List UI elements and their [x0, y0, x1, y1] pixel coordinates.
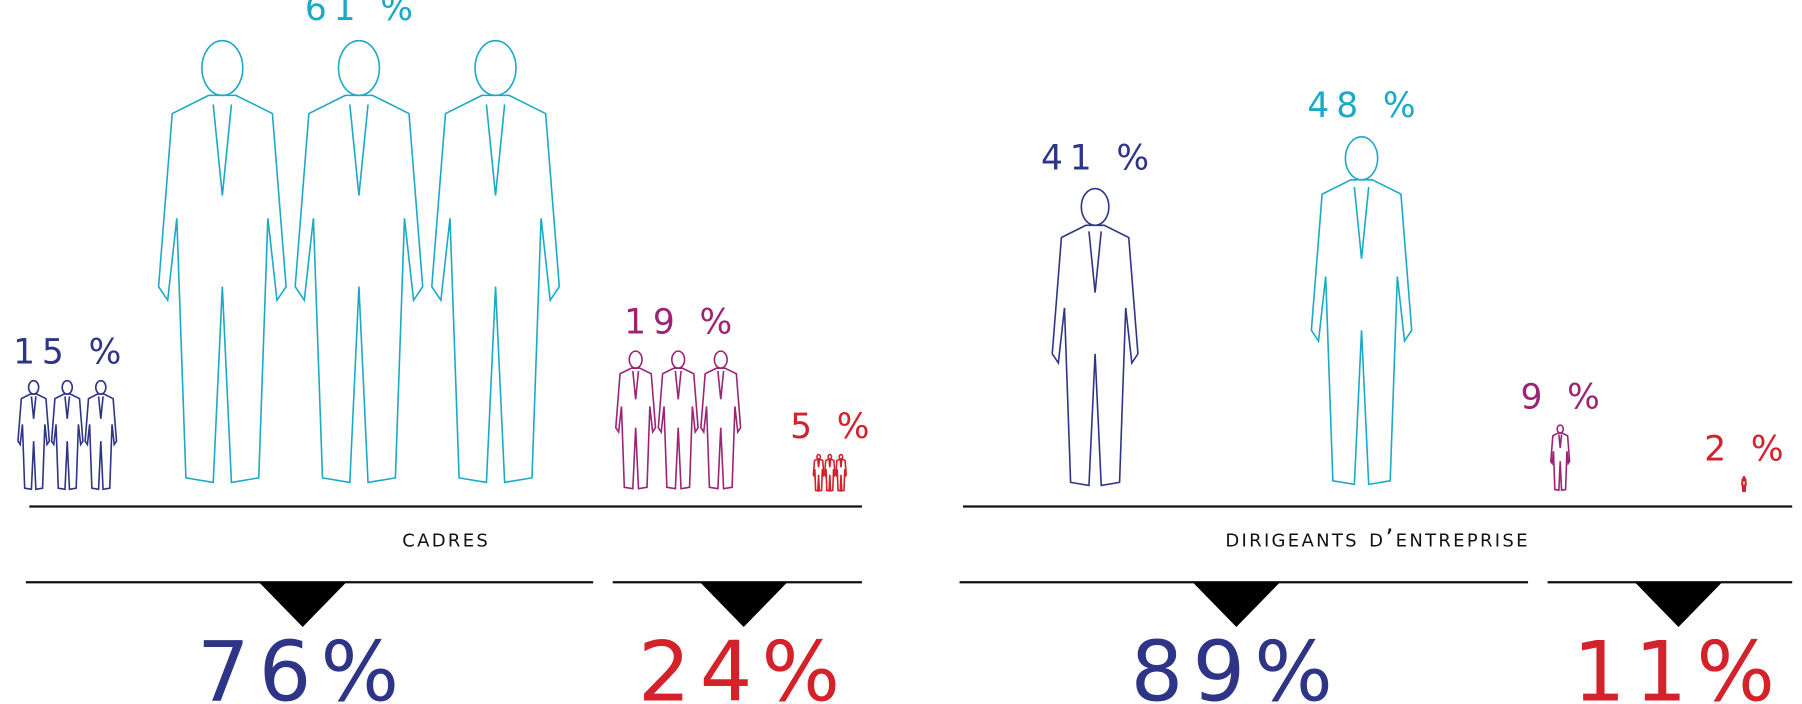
group-pointer [1634, 582, 1723, 628]
value-label: 15 % [13, 332, 128, 372]
person-figure [1742, 477, 1746, 491]
value-label: 9 % [1521, 377, 1607, 417]
figure-head [672, 351, 685, 368]
group-total: 11% [1573, 625, 1784, 704]
figure-body [836, 459, 846, 491]
figure-body [658, 368, 698, 489]
value-label: 5 % [790, 407, 876, 447]
value-label: 48 % [1307, 86, 1422, 126]
person-figure [836, 455, 846, 491]
person-figure [159, 41, 287, 483]
group-pointer [1192, 582, 1280, 628]
figure-head [1081, 189, 1109, 226]
person-figure [52, 381, 83, 490]
figure-body [825, 459, 835, 491]
pictogram-mark [1551, 425, 1570, 490]
pictogram-mark [1311, 137, 1411, 485]
person-figure [616, 351, 656, 489]
person-figure [658, 351, 698, 489]
figure-head [629, 351, 642, 368]
figure-body [813, 459, 823, 491]
person-figure [1311, 137, 1411, 485]
figure-body [1311, 180, 1411, 485]
figure-body [295, 95, 423, 482]
value-label: 19 % [624, 303, 739, 343]
figure-body [1742, 479, 1746, 492]
person-figure [85, 381, 116, 490]
value-label: 61 % [305, 0, 420, 29]
figure-head [62, 381, 72, 394]
figure-head [29, 381, 39, 394]
pictogram-mark [1742, 477, 1746, 491]
figure-head [202, 41, 243, 96]
person-figure [295, 41, 423, 483]
figure-head [96, 381, 106, 394]
value-label: 2 % [1704, 430, 1790, 470]
person-figure [1052, 189, 1138, 486]
chart-title: cadres [402, 524, 490, 553]
figure-body [85, 394, 116, 489]
pictogram-mark [159, 41, 560, 483]
person-figure [825, 455, 835, 491]
figure-body [432, 95, 560, 482]
figure-head [1345, 137, 1377, 180]
chart-title: dirigeants d’entreprise [1225, 524, 1529, 553]
figure-head [475, 41, 516, 96]
person-figure [701, 351, 741, 489]
figure-head [1557, 425, 1563, 433]
pictogram-mark [813, 455, 846, 491]
figure-head [338, 41, 379, 96]
figure-body [1551, 433, 1570, 490]
pictogram-mark [616, 351, 741, 489]
figure-body [18, 394, 49, 489]
figure-body [52, 394, 83, 489]
group-total: 76% [197, 625, 408, 704]
pictogram-mark [18, 381, 117, 490]
figure-body [159, 95, 287, 482]
person-figure [1551, 425, 1570, 490]
figure-body [1052, 225, 1138, 485]
person-figure [18, 381, 49, 490]
figure-body [616, 368, 656, 489]
figure-body [701, 368, 741, 489]
person-figure [813, 455, 823, 491]
group-total: 89% [1131, 625, 1342, 704]
pictogram-mark [1052, 189, 1138, 486]
group-pointer [259, 582, 347, 628]
group-total: 24% [638, 625, 849, 704]
figure-head [714, 351, 727, 368]
value-label: 41 % [1041, 138, 1156, 178]
group-pointer [700, 582, 788, 628]
person-figure [432, 41, 560, 483]
